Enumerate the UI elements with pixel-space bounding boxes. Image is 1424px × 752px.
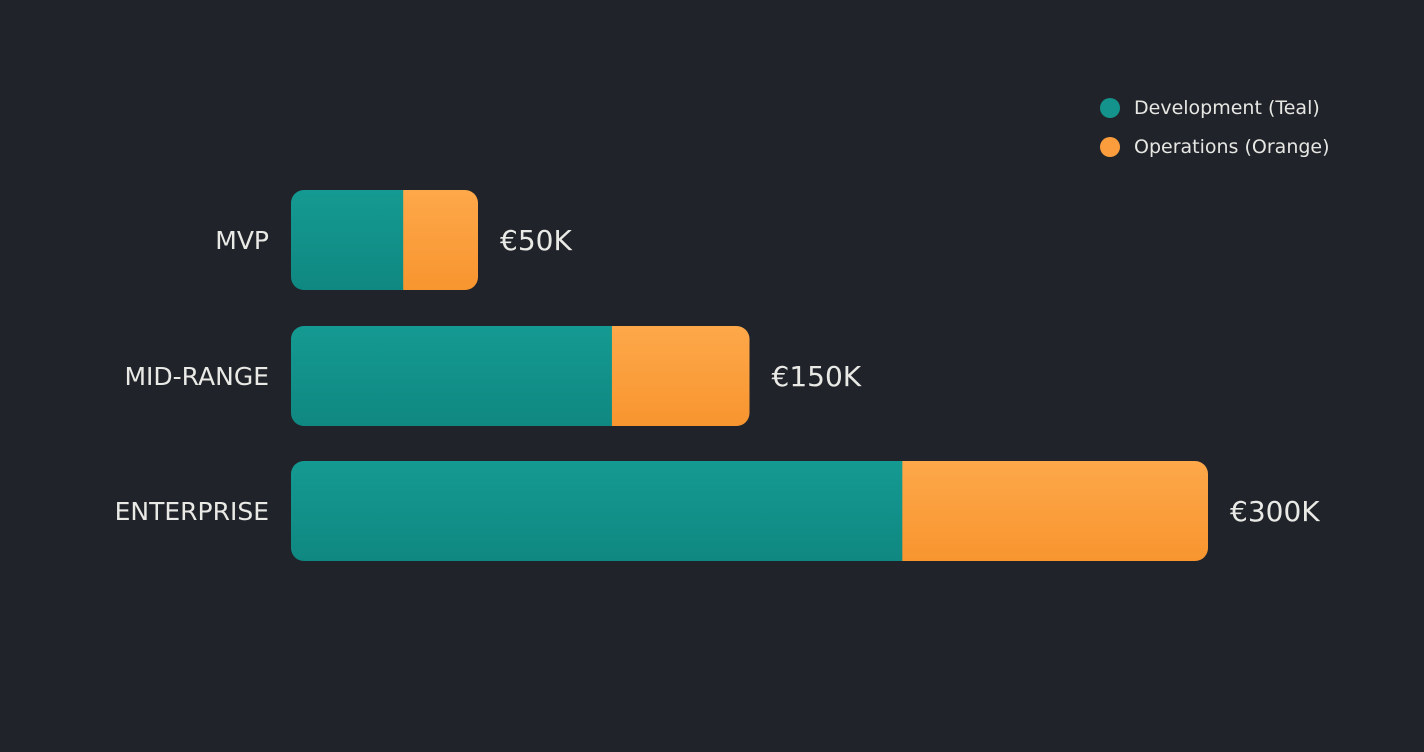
data-label: €50K	[500, 224, 572, 257]
bar-segment-operations	[902, 461, 1208, 561]
bar-group-mid-range	[291, 326, 750, 426]
bar-segment-development	[291, 190, 404, 290]
data-label: €150K	[772, 360, 862, 393]
legend-label: Development (Teal)	[1134, 96, 1320, 119]
bar-segment-operations	[403, 190, 478, 290]
legend: Development (Teal) Operations (Orange)	[1100, 88, 1330, 166]
legend-swatch-teal	[1100, 97, 1120, 118]
legend-swatch-orange	[1100, 136, 1120, 157]
bar-segment-development	[291, 326, 613, 426]
bar-segment-operations	[611, 326, 750, 426]
bar-group-mvp	[291, 190, 478, 290]
category-label: MID-RANGE	[124, 362, 269, 391]
category-label: ENTERPRISE	[115, 497, 269, 526]
legend-item-operations: Operations (Orange)	[1100, 127, 1330, 166]
data-label: €300K	[1230, 495, 1320, 528]
legend-label: Operations (Orange)	[1134, 135, 1330, 158]
category-label: MVP	[215, 226, 269, 255]
bar-segment-development	[291, 461, 903, 561]
legend-item-development: Development (Teal)	[1100, 88, 1330, 127]
bar-group-enterprise	[291, 461, 1208, 561]
